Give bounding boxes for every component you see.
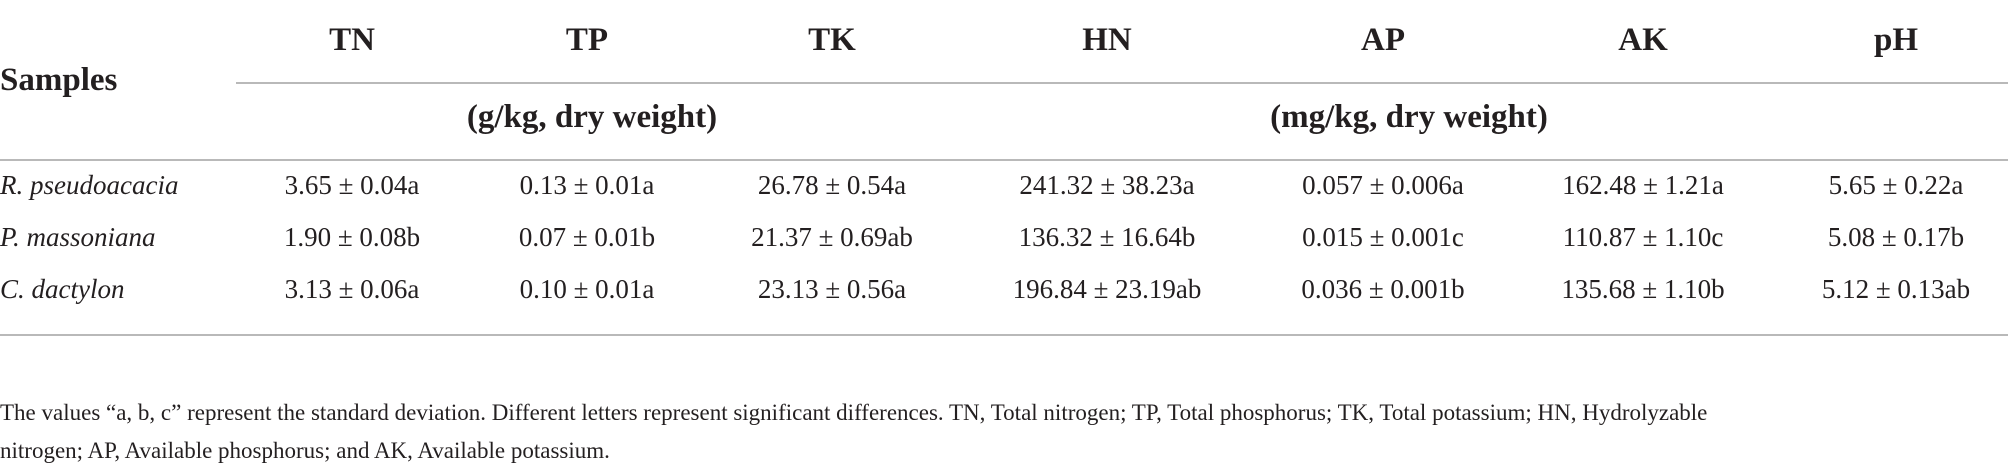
cell-tn: 1.90 ± 0.08b	[283, 222, 421, 252]
unit-left: (g/kg, dry weight)	[466, 99, 718, 135]
cell-ph: 5.12 ± 0.13ab	[1821, 274, 1971, 304]
row-label: R. pseudoacacia	[0, 170, 179, 200]
cell-hn: 196.84 ± 23.19ab	[1012, 274, 1202, 304]
row-label: P. massoniana	[0, 222, 156, 252]
header-ap: AP	[1361, 22, 1405, 58]
cell-tk: 21.37 ± 0.69ab	[751, 222, 913, 252]
cell-tn: 3.13 ± 0.06a	[284, 274, 420, 304]
table-bottom-rule	[0, 334, 2008, 336]
footnote-line-2: nitrogen; AP, Available phosphorus; and …	[0, 438, 610, 463]
header-bottom-rule	[0, 159, 2008, 161]
cell-hn: 241.32 ± 38.23a	[1019, 170, 1195, 200]
cell-tn: 3.65 ± 0.04a	[284, 170, 420, 200]
header-tp: TP	[565, 22, 609, 58]
cell-hn: 136.32 ± 16.64b	[1018, 222, 1196, 252]
unit-right: (mg/kg, dry weight)	[1270, 99, 1548, 135]
cell-tp: 0.07 ± 0.01b	[518, 222, 656, 252]
footnote-line-1: The values “a, b, c” represent the stand…	[0, 400, 1708, 425]
header-ph: pH	[1873, 22, 1919, 58]
cell-ak: 162.48 ± 1.21a	[1562, 170, 1724, 200]
header-samples: Samples	[0, 62, 118, 98]
cell-tp: 0.10 ± 0.01a	[519, 274, 655, 304]
cell-ap: 0.015 ± 0.001c	[1302, 222, 1464, 252]
cell-ak: 135.68 ± 1.10b	[1561, 274, 1725, 304]
cell-ak: 110.87 ± 1.10c	[1562, 222, 1724, 252]
header-ak: AK	[1618, 22, 1668, 58]
header-hn: HN	[1082, 22, 1132, 58]
cell-ap: 0.036 ± 0.001b	[1301, 274, 1465, 304]
header-rule	[236, 82, 2008, 84]
cell-ap: 0.057 ± 0.006a	[1302, 170, 1464, 200]
cell-tk: 26.78 ± 0.54a	[757, 170, 907, 200]
row-label: C. dactylon	[0, 274, 125, 304]
header-tn: TN	[329, 22, 375, 58]
header-tk: TK	[808, 22, 856, 58]
cell-ph: 5.65 ± 0.22a	[1828, 170, 1964, 200]
cell-ph: 5.08 ± 0.17b	[1827, 222, 1965, 252]
cell-tp: 0.13 ± 0.01a	[519, 170, 655, 200]
cell-tk: 23.13 ± 0.56a	[757, 274, 907, 304]
